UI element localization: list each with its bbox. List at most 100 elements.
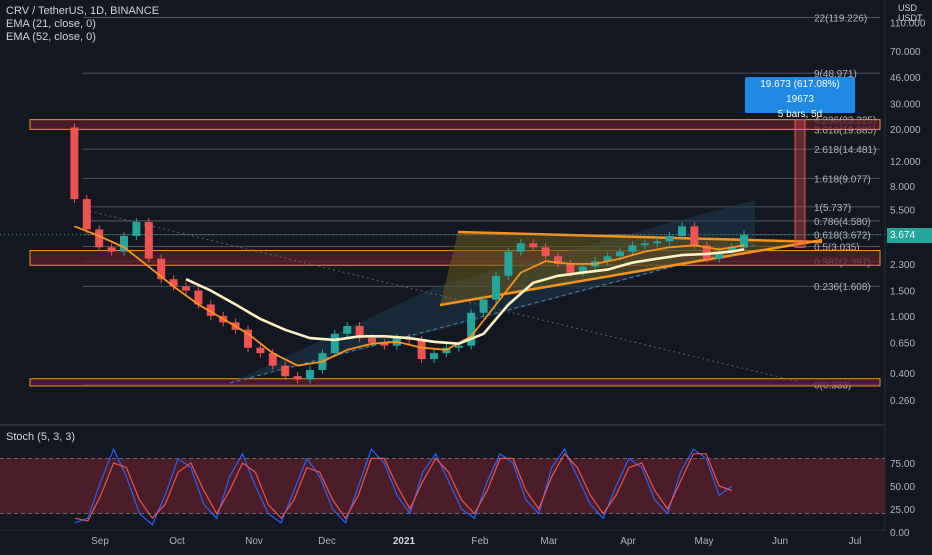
candle-body [70, 127, 79, 200]
ema21-legend[interactable]: EMA (21, close, 0) [6, 18, 96, 30]
candle-body [740, 234, 748, 248]
candle-body [715, 251, 724, 259]
fib-level-label: 2.618(14.481) [814, 145, 876, 156]
price-axis-tick: 1.000 [890, 312, 915, 323]
price-axis-tick: 5.500 [890, 206, 915, 217]
measure-range [794, 119, 806, 248]
candle-body [702, 245, 711, 259]
price-axis-tick: 110.000 [890, 19, 926, 30]
ema52-legend[interactable]: EMA (52, close, 0) [6, 31, 96, 43]
candle-body [107, 247, 116, 252]
symbol-title[interactable]: CRV / TetherUS, 1D, BINANCE [6, 5, 160, 17]
candle-body [306, 369, 314, 380]
stochastic-pane: 75.00 50.00 25.00 0.00 [0, 447, 915, 539]
candle-body [144, 222, 153, 259]
fib-level-label: 0.236(1.608) [814, 282, 871, 293]
triangle-upper-line [457, 230, 823, 244]
candle-body [616, 251, 624, 257]
stoch-axis-tick: 25.00 [890, 505, 915, 516]
price-axis-tick: 20.000 [890, 125, 921, 136]
stoch-band-fill [0, 458, 885, 514]
candle-body [665, 235, 674, 242]
stoch-legend[interactable]: Stoch (5, 3, 3) [6, 431, 76, 443]
measure-popup-value: 19.673 (617.08%) 19673 [760, 79, 840, 105]
candle-body [454, 345, 463, 348]
time-axis-tick: Apr [620, 536, 636, 547]
currency-usd: USD [898, 3, 918, 13]
stoch-d-line [74, 452, 733, 522]
fib-level-label: 22(119.226) [814, 14, 867, 25]
time-axis-tick: Jun [772, 536, 788, 547]
candle-body [430, 353, 438, 360]
triangle-pattern [440, 232, 820, 305]
time-axis-tick: Oct [169, 536, 185, 547]
candle-body [281, 365, 290, 377]
candle-body [169, 279, 178, 287]
measure-popup-bars: 5 bars, 5d [777, 109, 823, 120]
price-axis-tick: 12.000 [890, 157, 921, 168]
stoch-axis-tick: 50.00 [890, 482, 915, 493]
candle-body [541, 247, 550, 257]
candle-body [640, 243, 649, 246]
candle-body [82, 199, 91, 230]
candle-body [467, 312, 476, 346]
price-axis-tick: 8.000 [890, 182, 915, 193]
time-axis-tick: Jul [849, 536, 862, 547]
price-axis-tick: 70.000 [890, 47, 921, 58]
candle-body [120, 235, 128, 252]
chart-legend: CRV / TetherUS, 1D, BINANCE EMA (21, clo… [6, 5, 159, 44]
time-axis-tick: Nov [245, 536, 263, 547]
candle-body [194, 290, 203, 305]
candle-body [690, 226, 699, 246]
candle-body [653, 241, 662, 244]
candle-body [157, 258, 166, 280]
last-price-tag: 3.674 [887, 228, 932, 243]
candle-body [417, 339, 426, 360]
candle-body [268, 353, 277, 366]
fib-level-label: 3.618(19.885) [814, 125, 876, 136]
candle-body [529, 243, 538, 248]
price-axis-tick: 46.000 [890, 73, 921, 84]
candle-body [256, 347, 265, 354]
candle-body [479, 299, 488, 313]
candle-body [628, 245, 637, 252]
candle-body [95, 229, 104, 248]
candle-body [727, 247, 736, 252]
stoch-axis-tick: 0.00 [890, 528, 910, 539]
stoch-axis-tick: 75.00 [890, 459, 915, 470]
candle-body [380, 342, 389, 346]
measure-popup: 19.673 (617.08%) 19673 5 bars, 5d [745, 77, 855, 120]
time-axis-tick: Sep [91, 536, 109, 547]
candle-body [492, 275, 500, 300]
candle-body [343, 325, 352, 334]
candle-body [132, 222, 141, 236]
candle-body [330, 333, 339, 354]
fib-level-label: 1.618(9.077) [814, 174, 871, 185]
candle-body [603, 256, 612, 262]
candle-body [504, 251, 513, 276]
time-axis: Sep Oct Nov Dec 2021 Feb Mar Apr May Jun Jul [91, 536, 861, 547]
support-resistance-zone [29, 119, 881, 130]
price-axis-tick: 2.300 [890, 260, 915, 271]
candle-body [578, 266, 587, 273]
price-axis-tick: 1.500 [890, 287, 915, 298]
currency-usdt: USDT [898, 13, 923, 23]
fib-level-label: 9(48.971) [814, 69, 857, 80]
price-axis: 110.000 70.000 46.000 30.000 20.000 12.000 8.0… [890, 19, 926, 407]
time-axis-tick: May [695, 536, 714, 547]
price-axis-tick: 0.400 [890, 369, 915, 380]
fib-level-label: 0.786(4.580) [814, 217, 871, 228]
price-axis-tick: 30.000 [890, 100, 921, 111]
currency-label[interactable]: USD USDT [898, 3, 923, 23]
time-axis-tick: Dec [318, 536, 336, 547]
stoch-k-line [74, 447, 733, 526]
price-axis-tick: 0.260 [890, 396, 915, 407]
time-axis-tick: Mar [540, 536, 558, 547]
candle-body [368, 338, 376, 343]
time-axis-tick: 2021 [393, 536, 416, 547]
support-resistance-zone [29, 378, 881, 387]
ema21-line [74, 225, 745, 367]
ema52-line [185, 248, 745, 346]
candle-body [516, 243, 525, 252]
candle-body [678, 226, 686, 236]
